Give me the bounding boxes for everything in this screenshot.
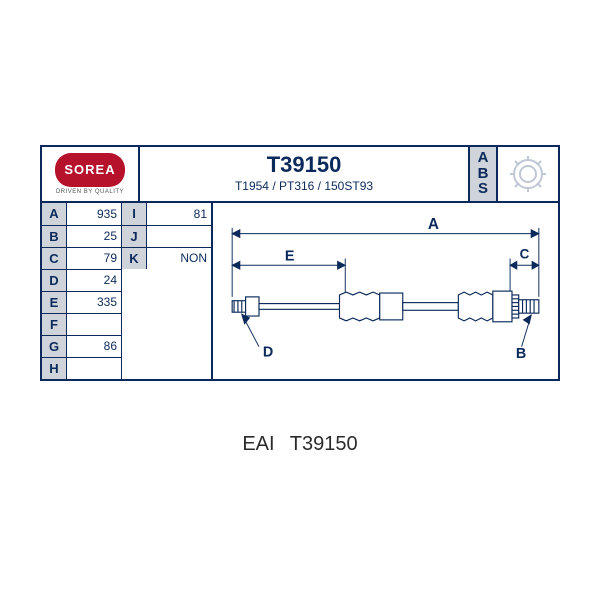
spec-letter: C xyxy=(42,248,67,269)
dim-label-A: A xyxy=(428,215,439,232)
caption: EAI T39150 xyxy=(242,433,357,456)
spec-value: 335 xyxy=(67,292,121,313)
spec-row: B25 xyxy=(42,225,121,247)
spec-value: 79 xyxy=(67,248,121,269)
abs-letter: S xyxy=(478,181,488,197)
spec-row: H xyxy=(42,357,121,379)
spec-value: NON xyxy=(147,248,211,269)
spec-row: D24 xyxy=(42,269,121,291)
spec-letter: F xyxy=(42,314,67,335)
title-cell: T39150 T1954 / PT316 / 150ST93 xyxy=(140,147,468,201)
spec-value xyxy=(147,226,211,247)
spec-letter: A xyxy=(42,203,67,225)
spec-value: 935 xyxy=(67,203,121,225)
brand-logo: SOREA xyxy=(55,153,125,187)
spec-letter: D xyxy=(42,270,67,291)
caption-code: T39150 xyxy=(290,433,358,455)
spec-row: E335 xyxy=(42,291,121,313)
abs-ring-icon xyxy=(508,154,548,194)
dim-label-B: B xyxy=(516,346,526,362)
dim-label-D: D xyxy=(263,344,273,360)
spec-row: J xyxy=(122,225,211,247)
spec-value xyxy=(67,314,121,335)
caption-brand: EAI xyxy=(242,433,274,455)
spec-column-2: I81JKNON xyxy=(121,203,211,379)
part-number: T39150 xyxy=(267,154,342,176)
brand-subtitle: DRIVEN BY QUALITY xyxy=(56,189,124,195)
spec-row: I81 xyxy=(122,203,211,225)
spec-column-1: A935B25C79D24E335FG86H xyxy=(42,203,121,379)
dim-label-E: E xyxy=(285,248,295,264)
logo-cell: SOREA DRIVEN BY QUALITY xyxy=(42,147,140,201)
abs-ring-cell xyxy=(498,147,558,201)
body-row: A935B25C79D24E335FG86H I81JKNON A xyxy=(42,203,558,379)
spec-row: KNON xyxy=(122,247,211,269)
spec-row: C79 xyxy=(42,247,121,269)
spec-letter: I xyxy=(122,203,147,225)
spec-letter: G xyxy=(42,336,67,357)
spec-letter: B xyxy=(42,226,67,247)
spec-letter: H xyxy=(42,358,67,379)
spec-row: G86 xyxy=(42,335,121,357)
spec-row: F xyxy=(42,313,121,335)
spec-value: 24 xyxy=(67,270,121,291)
abs-letter: B xyxy=(478,166,489,182)
spec-card: SOREA DRIVEN BY QUALITY T39150 T1954 / P… xyxy=(40,145,560,381)
sub-codes: T1954 / PT316 / 150ST93 xyxy=(235,179,373,193)
spec-letter: E xyxy=(42,292,67,313)
spec-value: 86 xyxy=(67,336,121,357)
header-row: SOREA DRIVEN BY QUALITY T39150 T1954 / P… xyxy=(42,147,558,203)
abs-letter: A xyxy=(478,150,489,166)
spec-value: 81 xyxy=(147,203,211,225)
spec-value: 25 xyxy=(67,226,121,247)
spec-table: A935B25C79D24E335FG86H I81JKNON xyxy=(42,203,213,379)
dim-label-C: C xyxy=(520,246,530,261)
spec-row: A935 xyxy=(42,203,121,225)
spec-letter: J xyxy=(122,226,147,247)
drive-shaft-diagram: A E C xyxy=(213,203,558,379)
abs-column: A B S xyxy=(468,147,498,201)
spec-letter: K xyxy=(122,248,147,269)
spec-value xyxy=(67,358,121,379)
